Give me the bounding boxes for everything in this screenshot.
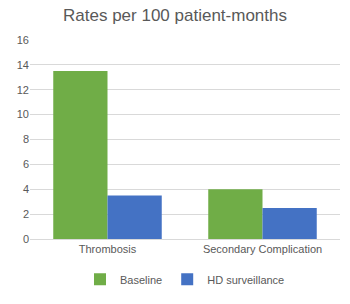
svg-text:Thrombosis: Thrombosis [79, 243, 137, 255]
svg-text:10: 10 [17, 108, 29, 120]
svg-text:Baseline: Baseline [120, 274, 162, 286]
svg-text:8: 8 [23, 133, 29, 145]
svg-text:Rates per 100 patient-months: Rates per 100 patient-months [63, 6, 287, 25]
svg-text:Secondary Complication: Secondary Complication [203, 243, 322, 255]
svg-text:2: 2 [23, 208, 29, 220]
svg-text:12: 12 [17, 84, 29, 96]
svg-text:14: 14 [17, 59, 29, 71]
svg-text:16: 16 [17, 34, 29, 46]
svg-text:6: 6 [23, 158, 29, 170]
svg-text:4: 4 [23, 183, 29, 195]
svg-text:HD surveillance: HD surveillance [207, 274, 284, 286]
svg-text:0: 0 [23, 233, 29, 245]
